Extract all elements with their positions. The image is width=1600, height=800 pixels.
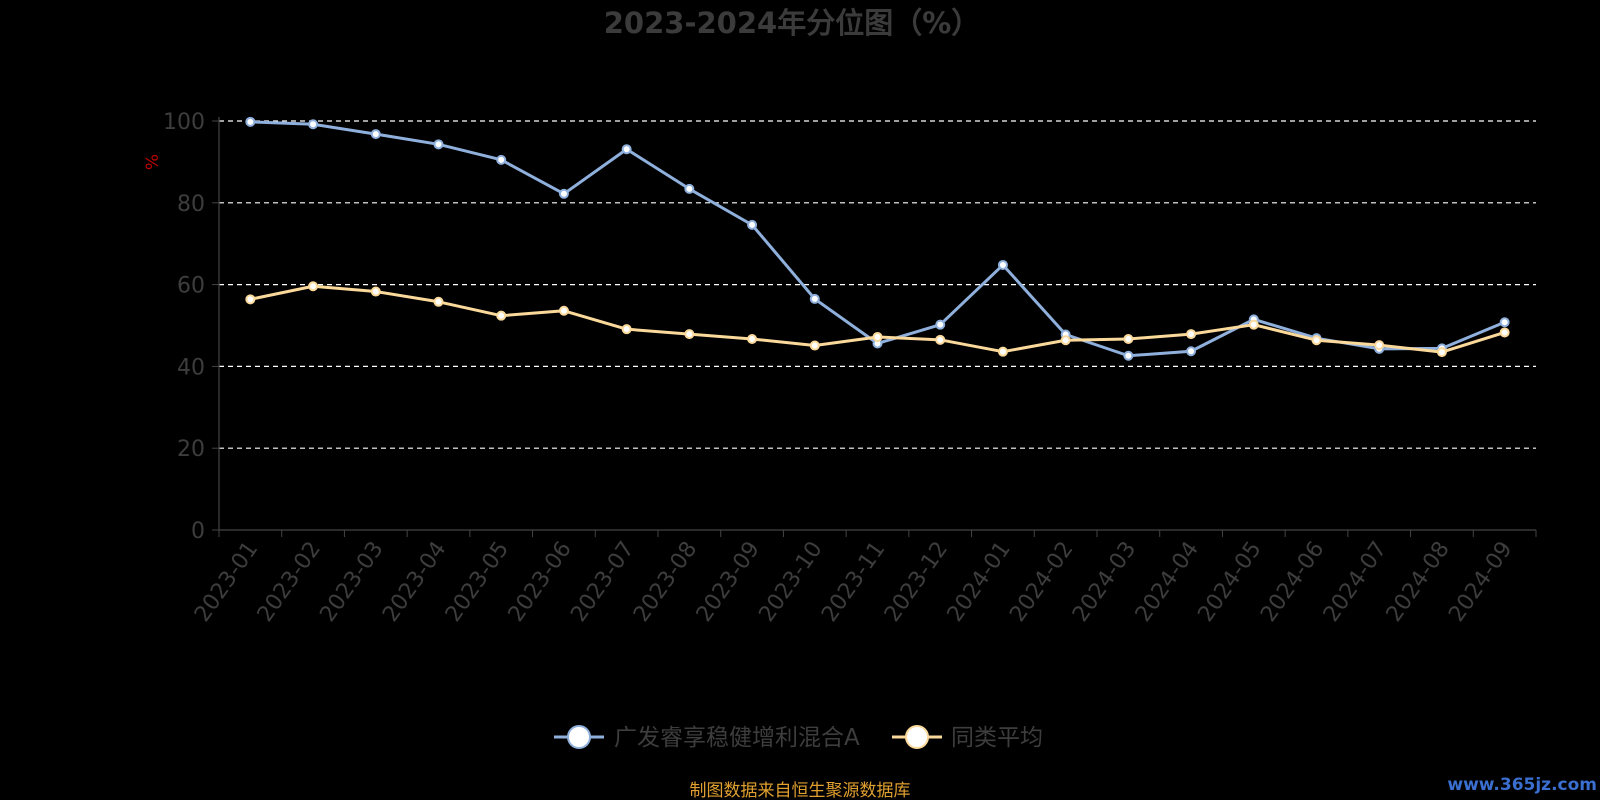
data-point — [370, 286, 381, 297]
legend-item: 广发睿享稳健增利混合A — [554, 725, 860, 751]
x-tick-label: 2024-07 — [1319, 537, 1392, 627]
x-tick-label: 2024-01 — [943, 537, 1016, 627]
data-point — [935, 334, 946, 345]
data-point — [496, 154, 507, 165]
series-line — [248, 120, 1507, 358]
legend-marker — [567, 725, 591, 749]
x-tick-label: 2023-08 — [629, 537, 702, 627]
data-point — [1186, 329, 1197, 340]
x-tick-label: 2023-02 — [253, 537, 326, 627]
data-point — [1123, 333, 1134, 344]
x-tick-label: 2023-06 — [504, 537, 577, 627]
y-tick-label: 80 — [177, 192, 205, 217]
data-point — [433, 139, 444, 150]
data-point — [558, 305, 569, 316]
grid-lines — [219, 120, 1536, 449]
data-point — [1186, 346, 1197, 357]
x-tick-label: 2023-12 — [880, 537, 953, 627]
data-point — [245, 294, 256, 305]
y-tick-label: 60 — [177, 274, 205, 299]
x-tick-label: 2024-05 — [1193, 537, 1266, 627]
data-point — [1499, 327, 1510, 338]
data-point — [747, 333, 758, 344]
data-point — [558, 188, 569, 199]
x-tick-label: 2023-04 — [378, 537, 451, 627]
data-point — [1060, 335, 1071, 346]
data-point — [872, 331, 883, 342]
data-point — [1123, 350, 1134, 361]
legend-item: 同类平均 — [892, 725, 1043, 751]
data-point — [997, 346, 1008, 357]
series-lines — [245, 116, 1510, 361]
x-tick-label: 2023-10 — [754, 537, 827, 627]
y-axis-label: % — [143, 154, 163, 170]
x-tick-label: 2023-07 — [566, 537, 639, 627]
x-tick-label: 2023-01 — [190, 537, 263, 627]
data-point — [621, 144, 632, 155]
data-point — [1436, 347, 1447, 358]
data-point — [496, 310, 507, 321]
data-point — [684, 183, 695, 194]
y-tick-label: 100 — [163, 110, 205, 135]
data-point — [809, 340, 820, 351]
axes — [212, 117, 1537, 537]
data-point — [1499, 317, 1510, 328]
series-group — [245, 281, 1510, 358]
data-source-note: 制图数据来自恒生聚源数据库 — [690, 781, 911, 800]
data-point — [997, 259, 1008, 270]
data-point — [308, 281, 319, 292]
x-tick-label: 2023-03 — [315, 537, 388, 627]
x-tick-labels: 2023-012023-022023-032023-042023-052023-… — [190, 537, 1517, 627]
y-tick-label: 0 — [191, 519, 205, 544]
data-point — [245, 116, 256, 127]
x-tick-label: 2024-08 — [1382, 537, 1455, 627]
x-tick-label: 2024-03 — [1068, 537, 1141, 627]
legend-label: 广发睿享稳健增利混合A — [614, 725, 860, 751]
x-tick-label: 2024-09 — [1444, 537, 1517, 627]
series-group — [245, 116, 1510, 361]
data-point — [308, 119, 319, 130]
data-point — [1311, 335, 1322, 346]
x-tick-label: 2024-04 — [1131, 537, 1204, 627]
data-point — [433, 296, 444, 307]
data-point — [935, 319, 946, 330]
x-tick-label: 2023-05 — [441, 537, 514, 627]
watermark: www.365jz.com — [1447, 775, 1597, 795]
legend-label: 同类平均 — [951, 725, 1043, 751]
data-point — [684, 329, 695, 340]
data-point — [370, 129, 381, 140]
y-tick-label: 20 — [177, 437, 205, 462]
x-tick-label: 2024-02 — [1005, 537, 1078, 627]
chart-title: 2023-2024年分位图（%） — [604, 6, 981, 40]
legend: 广发睿享稳健增利混合A 同类平均 — [554, 725, 1043, 751]
data-point — [1248, 319, 1259, 330]
data-point — [621, 324, 632, 335]
x-tick-label: 2023-09 — [692, 537, 765, 627]
x-tick-label: 2024-06 — [1256, 537, 1329, 627]
data-point — [1374, 340, 1385, 351]
y-tick-label: 40 — [177, 355, 205, 380]
data-point — [809, 293, 820, 304]
data-point — [747, 219, 758, 230]
x-tick-label: 2023-11 — [817, 537, 890, 627]
legend-marker — [905, 725, 929, 749]
y-tick-labels: 0 20 40 60 80 100 — [163, 110, 205, 544]
